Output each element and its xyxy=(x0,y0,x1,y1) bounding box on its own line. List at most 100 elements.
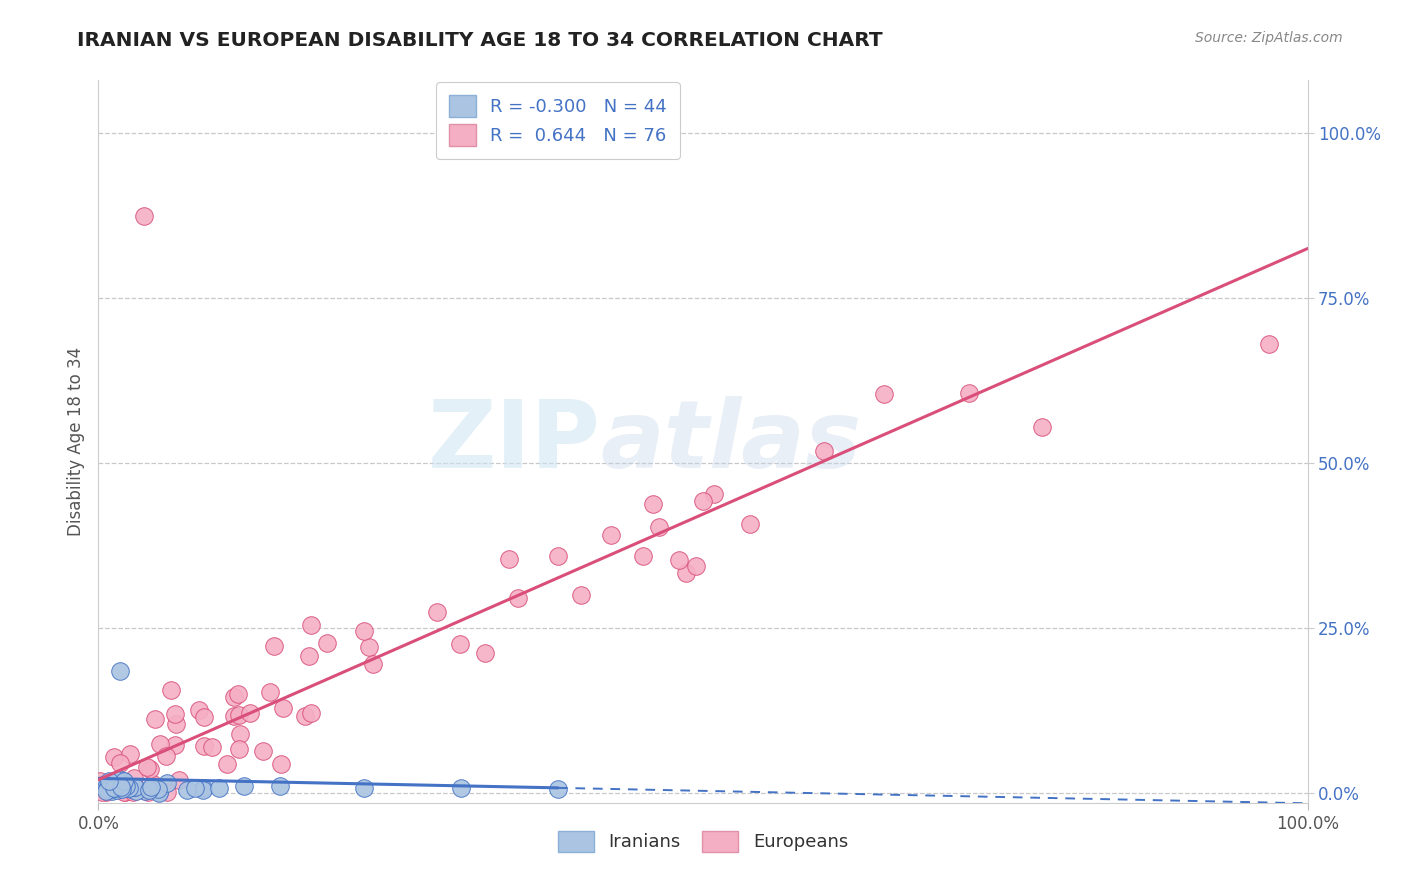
Point xyxy=(298,648,321,663)
Point xyxy=(299,706,322,721)
Point xyxy=(122,771,145,785)
Text: ZIP: ZIP xyxy=(427,395,600,488)
Point xyxy=(134,784,156,798)
Point xyxy=(165,738,187,752)
Point xyxy=(222,690,245,705)
Point xyxy=(1031,419,1053,434)
Point xyxy=(222,709,245,723)
Point xyxy=(191,780,214,795)
Point xyxy=(498,552,520,566)
Point xyxy=(94,785,117,799)
Point xyxy=(299,617,322,632)
Point xyxy=(105,782,128,797)
Point xyxy=(353,624,375,639)
Point xyxy=(675,566,697,580)
Point xyxy=(263,639,285,653)
Point xyxy=(217,757,239,772)
Point xyxy=(547,781,569,796)
Point xyxy=(569,588,592,602)
Point xyxy=(136,760,159,774)
Legend: Iranians, Europeans: Iranians, Europeans xyxy=(551,823,855,859)
Point xyxy=(134,209,156,223)
Point xyxy=(148,737,170,751)
Point xyxy=(252,744,274,758)
Point xyxy=(89,774,111,789)
Point xyxy=(239,706,262,720)
Point xyxy=(101,783,124,797)
Point xyxy=(193,782,215,797)
Point xyxy=(361,657,384,671)
Point xyxy=(142,777,165,791)
Point xyxy=(148,785,170,799)
Point xyxy=(110,780,132,795)
Point xyxy=(139,780,162,795)
Point xyxy=(641,497,664,511)
Point xyxy=(176,783,198,797)
Point xyxy=(692,494,714,508)
Point xyxy=(873,387,896,401)
Point xyxy=(813,444,835,458)
Point xyxy=(426,606,449,620)
Point xyxy=(90,785,112,799)
Point xyxy=(124,780,146,795)
Point xyxy=(232,780,254,794)
Point xyxy=(117,780,139,795)
Point xyxy=(357,640,380,655)
Point xyxy=(547,549,569,563)
Point xyxy=(103,749,125,764)
Point xyxy=(118,747,141,761)
Point xyxy=(229,727,252,741)
Point xyxy=(114,780,136,794)
Point xyxy=(508,591,530,606)
Point xyxy=(450,780,472,795)
Point xyxy=(94,777,117,791)
Point xyxy=(136,785,159,799)
Point xyxy=(668,553,690,567)
Point xyxy=(96,781,118,796)
Point xyxy=(449,637,471,651)
Point xyxy=(193,739,215,754)
Point xyxy=(110,782,132,797)
Point xyxy=(112,773,135,788)
Point xyxy=(112,773,135,788)
Point xyxy=(957,386,980,401)
Y-axis label: Disability Age 18 to 34: Disability Age 18 to 34 xyxy=(66,347,84,536)
Text: Source: ZipAtlas.com: Source: ZipAtlas.com xyxy=(1195,31,1343,45)
Point xyxy=(124,784,146,798)
Point xyxy=(111,778,134,792)
Point xyxy=(315,635,337,649)
Point xyxy=(111,781,134,796)
Point xyxy=(108,756,131,771)
Point xyxy=(226,686,249,700)
Point xyxy=(105,773,128,788)
Point xyxy=(169,772,191,787)
Point xyxy=(703,486,725,500)
Point xyxy=(631,549,654,564)
Point xyxy=(94,780,117,794)
Point xyxy=(259,685,281,699)
Point xyxy=(685,559,707,574)
Point xyxy=(145,712,167,726)
Point xyxy=(115,779,138,793)
Point xyxy=(294,709,316,723)
Point xyxy=(201,740,224,755)
Text: atlas: atlas xyxy=(600,395,862,488)
Point xyxy=(103,780,125,795)
Point xyxy=(474,647,496,661)
Point xyxy=(353,780,375,795)
Point xyxy=(738,517,761,532)
Point xyxy=(138,783,160,797)
Point xyxy=(228,708,250,723)
Point xyxy=(193,710,215,724)
Point xyxy=(188,703,211,717)
Point xyxy=(117,781,139,796)
Point xyxy=(156,776,179,790)
Point xyxy=(98,779,121,793)
Point xyxy=(599,528,621,542)
Point xyxy=(103,780,125,795)
Point xyxy=(165,717,187,731)
Point xyxy=(648,520,671,534)
Text: IRANIAN VS EUROPEAN DISABILITY AGE 18 TO 34 CORRELATION CHART: IRANIAN VS EUROPEAN DISABILITY AGE 18 TO… xyxy=(77,31,883,50)
Point xyxy=(1257,337,1279,351)
Point xyxy=(271,700,294,714)
